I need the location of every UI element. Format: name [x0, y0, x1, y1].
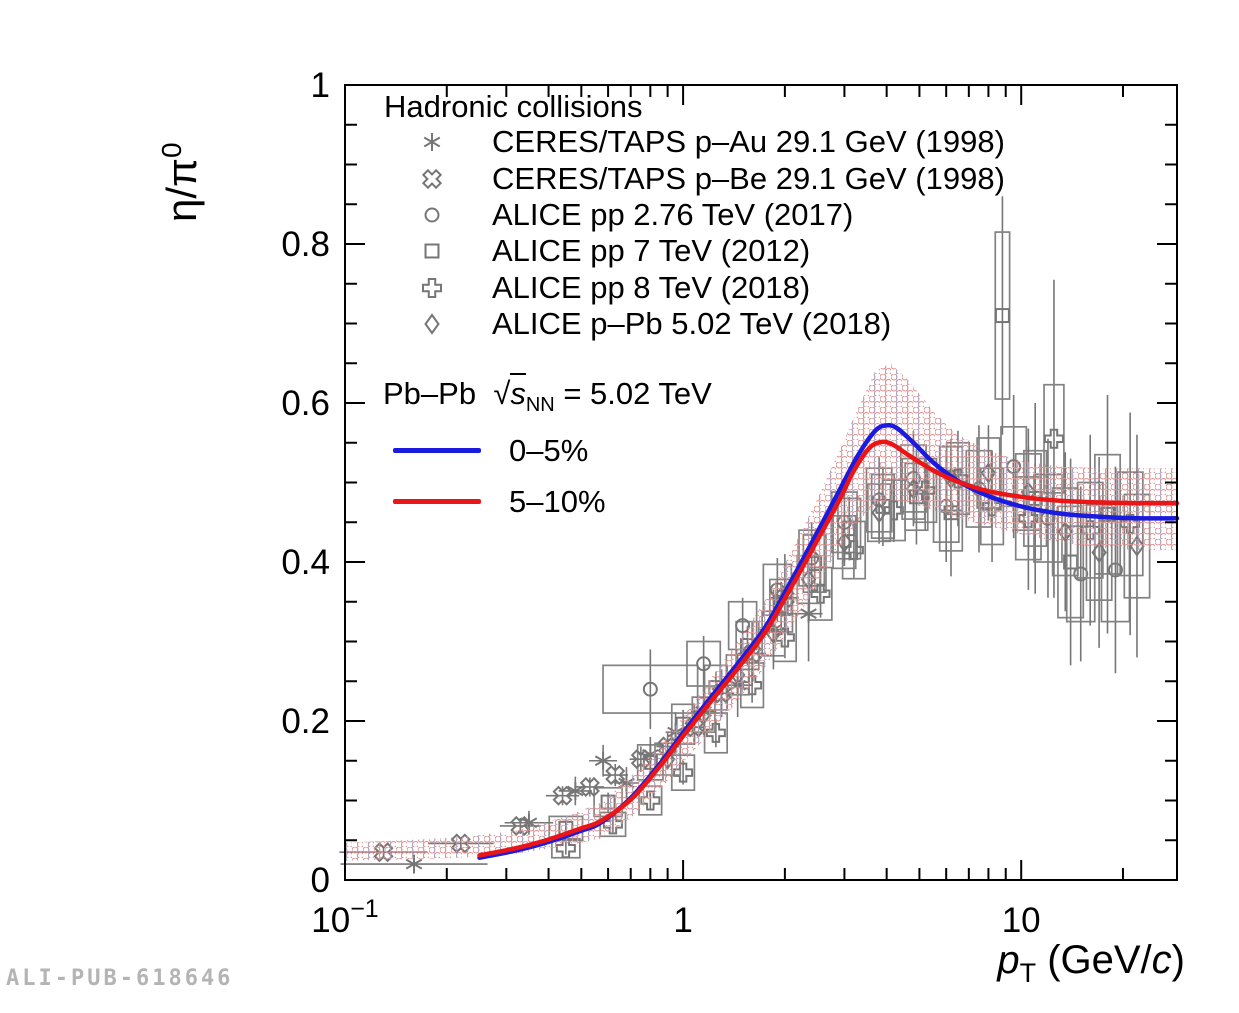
y-tick-label: 0.4 [281, 543, 330, 582]
x-title-unit-c: c [1151, 938, 1172, 982]
y-title-text: η/π [158, 157, 205, 222]
y-tick-label: 0.2 [281, 702, 330, 741]
legend-entry-label: ALICE p–Pb 5.02 TeV (2018) [492, 306, 892, 342]
legend-entry-label: CERES/TAPS p–Au 29.1 GeV (1998) [492, 124, 1005, 160]
legend-model-title: Pb–Pb √sNN = 5.02 TeV [383, 373, 712, 417]
legend-entry-alice-ppb: ALICE p–Pb 5.02 TeV (2018) [370, 306, 1005, 342]
uncertainty-band [345, 363, 1177, 861]
y-tick-label: 0 [311, 861, 330, 900]
x-tick-label: 10 [1002, 901, 1041, 940]
sqrt-subscript: NN [525, 394, 555, 417]
x-title-symbol: p [997, 938, 1020, 982]
circle-marker-icon [424, 207, 440, 223]
y-axis-title: η/π0 [156, 142, 206, 222]
diamond-marker-icon [424, 313, 440, 335]
legend-entry-alice-pp8: ALICE pp 8 TeV (2018) [370, 270, 1005, 306]
x-title-subscript: T [1019, 958, 1037, 988]
curve-label-5-10: 5–10% [509, 484, 606, 519]
legend-hadronic-collisions: Hadronic collisions CERES/TAPS p–Au 29.1… [370, 90, 1005, 342]
y-tick-label: 1 [311, 66, 330, 105]
x-title-unit: (GeV/ [1036, 938, 1152, 982]
tick-labels: 0 0.2 0.4 0.6 0.8 1 10−1 1 10 [281, 66, 1040, 940]
publication-watermark: ALI-PUB-618646 [6, 966, 234, 991]
legend-entry-label: ALICE pp 8 TeV (2018) [492, 269, 811, 305]
energy-value: = 5.02 TeV [554, 376, 712, 411]
curve-label-0-5: 0–5% [509, 433, 589, 468]
legend-entry-label: ALICE pp 2.76 TeV (2017) [492, 196, 854, 232]
legend-title: Hadronic collisions [384, 89, 643, 124]
legend-entry-label: ALICE pp 7 TeV (2012) [492, 233, 811, 269]
model-curve-5-10 [477, 439, 1180, 858]
legend-entry-alice-pp7: ALICE pp 7 TeV (2012) [370, 233, 1005, 269]
x-tick-label: 1 [673, 901, 692, 940]
plus-cross-marker-icon [422, 277, 442, 298]
axis-ticks [344, 84, 1177, 881]
y-title-superscript: 0 [156, 142, 187, 158]
sqrt-symbol: √ [493, 376, 511, 411]
curve-swatch-5-10 [393, 499, 481, 504]
x-axis-title: pT (GeV/c) [880, 938, 1185, 989]
x-cross-marker-icon [421, 168, 443, 189]
asterisk-marker-icon [423, 133, 441, 152]
y-tick-label: 0.8 [281, 225, 330, 264]
legend-entry-label: CERES/TAPS p–Be 29.1 GeV (1998) [492, 160, 1005, 196]
square-marker-icon [424, 243, 440, 259]
x-title-unit-close: ) [1171, 938, 1185, 982]
sqrt-s: s [510, 373, 526, 411]
collision-system: Pb–Pb [383, 376, 477, 411]
legend-entry-alice-pp276: ALICE pp 2.76 TeV (2017) [370, 197, 1005, 233]
curve-swatch-0-5 [393, 448, 481, 453]
x-tick-label: 10−1 [311, 895, 378, 940]
legend-entry-ceres-pau: CERES/TAPS p–Au 29.1 GeV (1998) [370, 124, 1005, 160]
y-tick-label: 0.6 [281, 384, 330, 423]
legend-entry-ceres-pbe: CERES/TAPS p–Be 29.1 GeV (1998) [370, 160, 1005, 196]
